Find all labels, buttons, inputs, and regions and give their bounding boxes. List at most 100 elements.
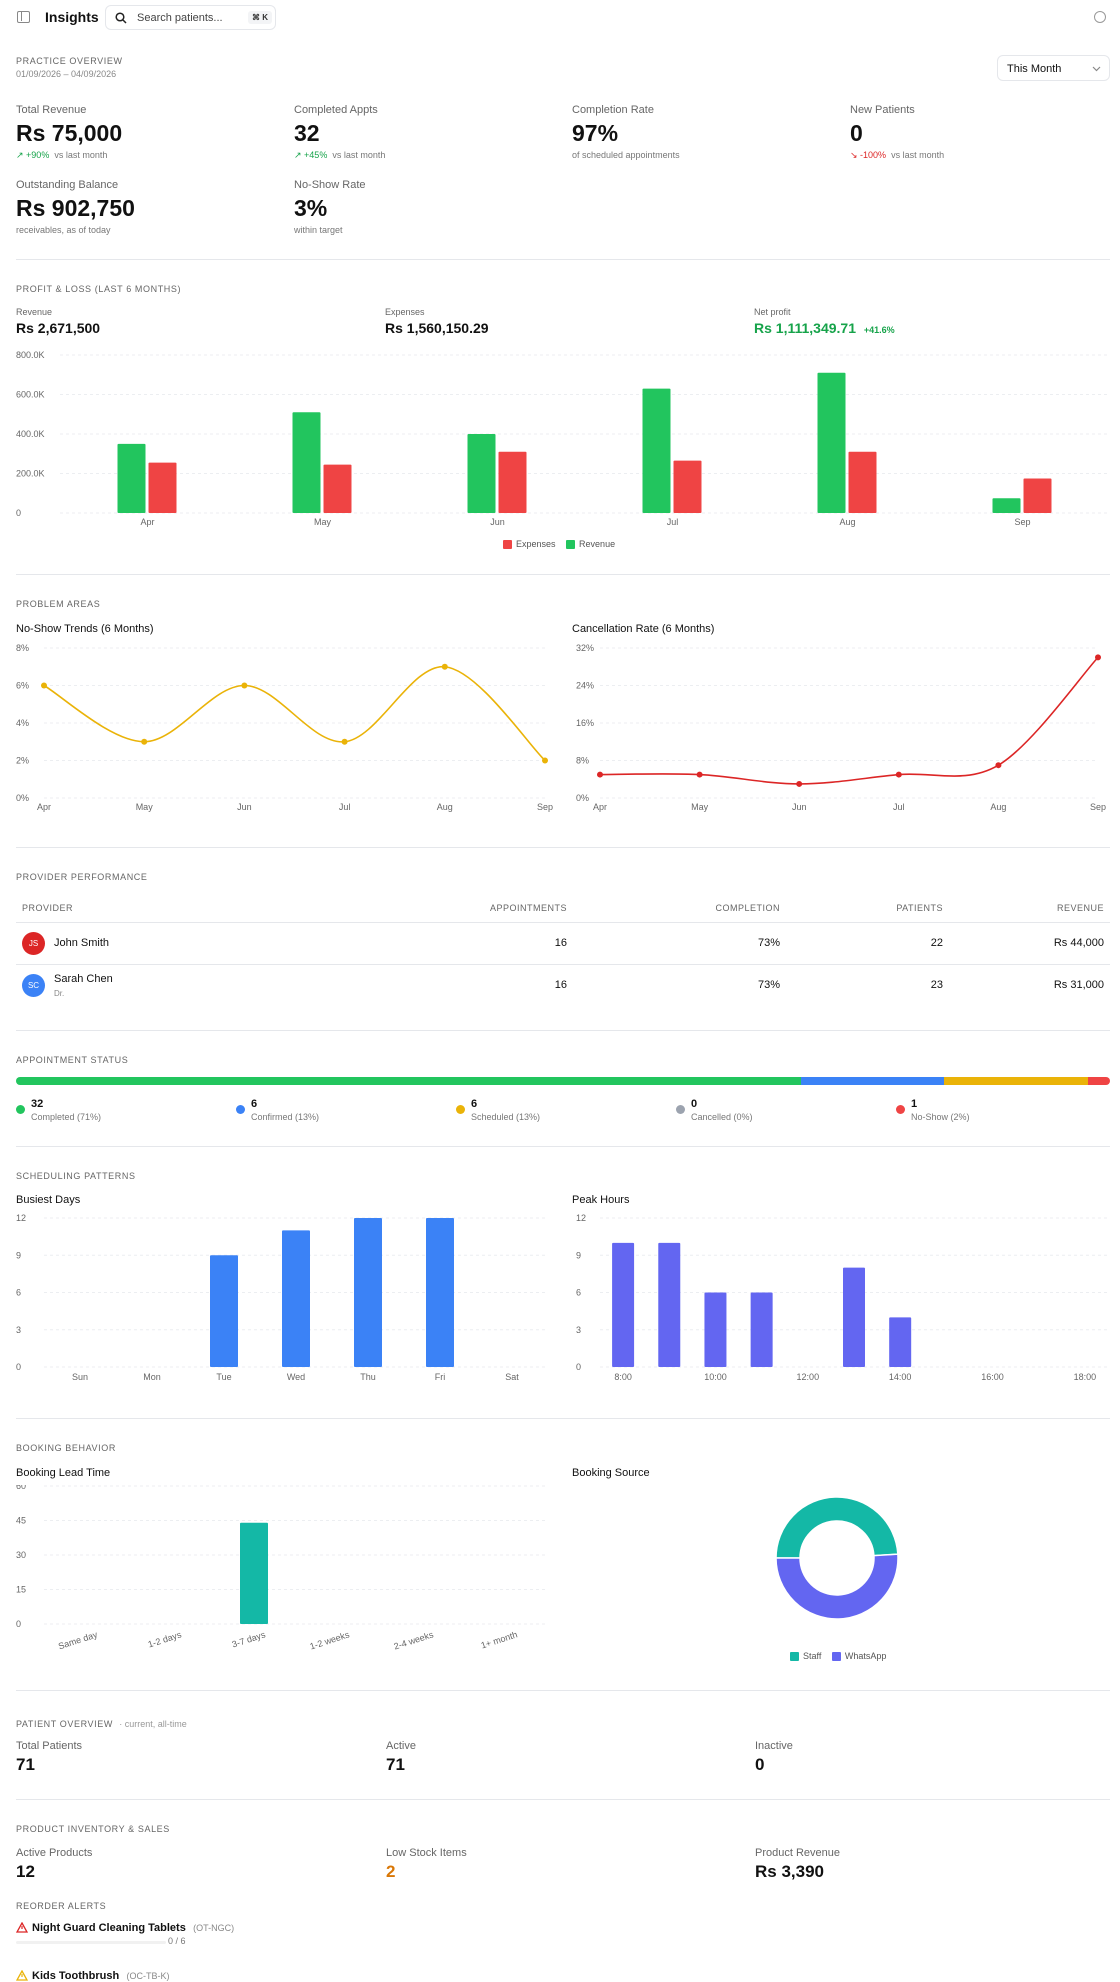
pnl-revenue-bar[interactable] [642,388,671,513]
noshow-point[interactable] [141,738,148,745]
pnl-expenses-bar[interactable] [148,462,177,513]
noshow-series-line [43,665,546,762]
pnl-x-tick: Aug [839,517,855,527]
source-slice-whatsapp[interactable] [775,1553,899,1620]
kpi-card: Total Revenue Rs 75,000 ↗ +90% vs last mon… [16,104,122,161]
pnl-revenue-bar[interactable] [817,372,846,513]
cancel-point[interactable] [696,771,703,778]
status-legend-item: 0 Cancelled (0%) [676,1098,753,1122]
status-count: 6 [471,1098,478,1110]
divider [16,1799,1110,1800]
theme-palette-icon[interactable] [1094,11,1106,23]
hours-y-tick: 12 [576,1213,586,1223]
pnl-revenue-bar[interactable] [292,412,321,513]
lead-bar[interactable] [240,1522,268,1624]
active-products-value: 12 [16,1862,35,1881]
pnl-revenue-value: Rs 2,671,500 [16,320,101,336]
cancel-point[interactable] [995,762,1002,769]
hours-bar[interactable] [889,1317,912,1367]
status-dot [676,1105,685,1114]
days-bar[interactable] [282,1230,310,1367]
pnl-expenses-bar[interactable] [498,451,527,513]
scheduling-patterns-label: SCHEDULING PATTERNS [16,1171,136,1181]
pnl-expenses-bar[interactable] [673,460,702,513]
noshow-point[interactable] [241,682,248,689]
status-segment [16,1077,801,1085]
cancel-x-tick: May [691,802,709,812]
practice-overview-label: PRACTICE OVERVIEW [16,56,123,66]
sidebar-toggle-icon[interactable] [17,11,30,23]
status-segment [1087,1077,1110,1085]
noshow-point[interactable] [441,663,448,670]
cancel-x-tick: Sep [1090,802,1106,812]
cancel-point[interactable] [1095,654,1101,661]
cancel-point[interactable] [597,771,603,778]
peak-hours-bar-chart: 0 3 6 9 12 8:00 10:00 12:00 14:00 16:00 18:00 [576,1213,1108,1382]
days-x-tick: Tue [216,1372,231,1382]
days-bar[interactable] [210,1255,238,1367]
low-stock-label: Low Stock Items [386,1847,467,1859]
status-stacked-bar [16,1077,1110,1085]
days-x-tick: Fri [435,1372,446,1382]
divider [16,574,1110,575]
days-x-tick: Sat [505,1372,519,1382]
cancel-y-tick: 24% [576,681,594,691]
hours-bar[interactable] [843,1267,865,1367]
divider [16,1418,1110,1419]
kpi-label: Total Revenue [16,104,87,116]
search-input[interactable]: Search patients... [137,12,223,24]
col-provider: PROVIDER [22,903,74,913]
table-row[interactable]: JS John Smith 16 73% 22 Rs 44,000 [16,923,1110,965]
pnl-bar-chart: 0 200.0K 400.0K 600.0K 800.0K Apr May Jun Jul Aug… [16,350,1110,527]
pnl-revenue-bar[interactable] [117,443,146,513]
kpi-value: Rs 902,750 [16,195,135,221]
noshow-point[interactable] [341,738,348,745]
source-slice-staff[interactable] [775,1496,899,1559]
divider [16,1146,1110,1147]
kpi-sub: within target [294,225,343,235]
noshow-point[interactable] [41,682,47,689]
alert-item[interactable]: Kids Toothbrush (OC-TB-K) [15,1968,416,1982]
lead-y-tick: 0 [16,1619,21,1629]
booking-source-title: Booking Source [572,1467,650,1479]
search-icon [115,12,127,24]
days-bar[interactable] [426,1218,454,1367]
inactive-patients-value: 0 [755,1755,765,1774]
cancel-point[interactable] [895,771,902,778]
lead-time-bar-chart: 0 15 30 45 60 Same day 1-2 days 3-7 days 1-2 wee… [16,1485,548,1652]
table-row[interactable]: SC Sarah Chen Dr. 16 73% 23 Rs 31,000 [16,965,1110,1007]
patient-overview-label: PATIENT OVERVIEW [16,1719,113,1729]
pnl-profit-label: Net profit [754,307,791,317]
search-box[interactable]: Search patients... ⌘ K [105,5,276,30]
hours-bar[interactable] [612,1242,635,1367]
kpi-value: 97% [572,120,619,146]
pnl-expenses-bar[interactable] [848,451,877,513]
pnl-revenue-bar[interactable] [467,434,496,513]
active-patients-value: 71 [386,1755,405,1774]
pnl-y-tick: 0 [16,508,21,518]
provider-completion: 73% [757,979,780,991]
period-select[interactable]: This Month [997,55,1110,81]
hours-y-tick: 6 [576,1288,581,1298]
cancel-point[interactable] [796,780,803,787]
pnl-revenue-bar[interactable] [992,498,1021,513]
hours-y-tick: 9 [576,1250,581,1260]
hours-bar[interactable] [750,1292,773,1368]
noshow-point[interactable] [542,757,548,764]
noshow-x-tick: May [136,802,154,812]
days-y-tick: 9 [16,1250,21,1260]
lead-x-tick: 1+ month [480,1629,519,1650]
active-products-label: Active Products [16,1847,93,1859]
days-bar[interactable] [354,1218,382,1367]
kpi-value: 3% [294,195,328,221]
kpi-footer: of scheduled appointments [572,150,680,160]
kpi-value: Rs 75,000 [16,120,123,146]
pnl-expenses-bar[interactable] [1023,478,1052,513]
stock-bar [16,1941,166,1944]
pnl-expenses-bar[interactable] [323,464,352,513]
pnl-profit-delta: +41.6% [863,325,895,335]
hours-bar[interactable] [658,1242,681,1367]
legend-swatch-expenses [503,540,512,550]
alert-item[interactable]: Night Guard Cleaning Tablets (OT-NGC) 0 /… [15,1920,416,1946]
hours-bar[interactable] [704,1292,727,1368]
